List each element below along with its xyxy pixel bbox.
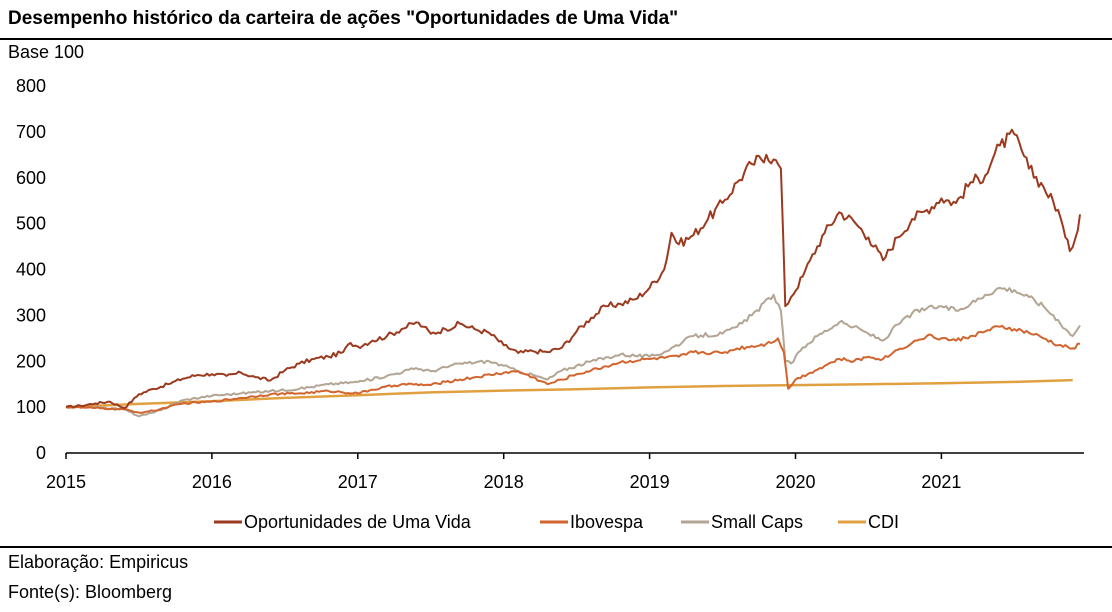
- series-line-oportunidades-de-uma-vida: [65, 128, 1081, 409]
- y-tick-label: 800: [16, 76, 46, 96]
- series-line-cdi: [65, 378, 1073, 409]
- x-tick-label: 2020: [775, 472, 815, 492]
- legend: Oportunidades de Uma Vida Ibovespa Small C…: [214, 512, 899, 532]
- title-divider: [0, 38, 1112, 40]
- series-line-ibovespa: [65, 324, 1081, 414]
- chart-title: Desempenho histórico da carteira de açõe…: [8, 8, 679, 29]
- y-tick-label: 400: [16, 260, 46, 280]
- series-lines: [65, 128, 1081, 418]
- elaboration-note: Elaboração: Empiricus: [8, 552, 189, 572]
- x-tick-label: 2017: [338, 472, 378, 492]
- legend-label: CDI: [868, 512, 899, 532]
- series-line-small-caps: [65, 286, 1081, 418]
- x-tick-label: 2018: [484, 472, 524, 492]
- source-note: Fonte(s): Bloomberg: [8, 582, 173, 602]
- y-tick-label: 600: [16, 168, 46, 188]
- y-axis-unit-label: Base 100: [8, 42, 85, 62]
- y-tick-label: 100: [16, 397, 46, 417]
- legend-label: Oportunidades de Uma Vida: [244, 512, 472, 532]
- x-tick-label: 2016: [192, 472, 232, 492]
- legend-label: Ibovespa: [570, 512, 644, 532]
- y-tick-label: 700: [16, 122, 46, 142]
- x-tick-label: 2015: [46, 472, 86, 492]
- x-axis: 2015 2016 2017 2018 2019 2020 2021: [46, 452, 1084, 492]
- x-tick-label: 2021: [921, 472, 961, 492]
- y-tick-label: 0: [36, 443, 46, 463]
- y-tick-label: 500: [16, 214, 46, 234]
- legend-label: Small Caps: [711, 512, 803, 532]
- x-tick-label: 2019: [630, 472, 670, 492]
- y-axis-ticks: 0 100 200 300 400 500 600 700 800: [16, 76, 46, 463]
- y-tick-label: 200: [16, 351, 46, 371]
- footer-divider: [0, 546, 1112, 548]
- y-tick-label: 300: [16, 305, 46, 325]
